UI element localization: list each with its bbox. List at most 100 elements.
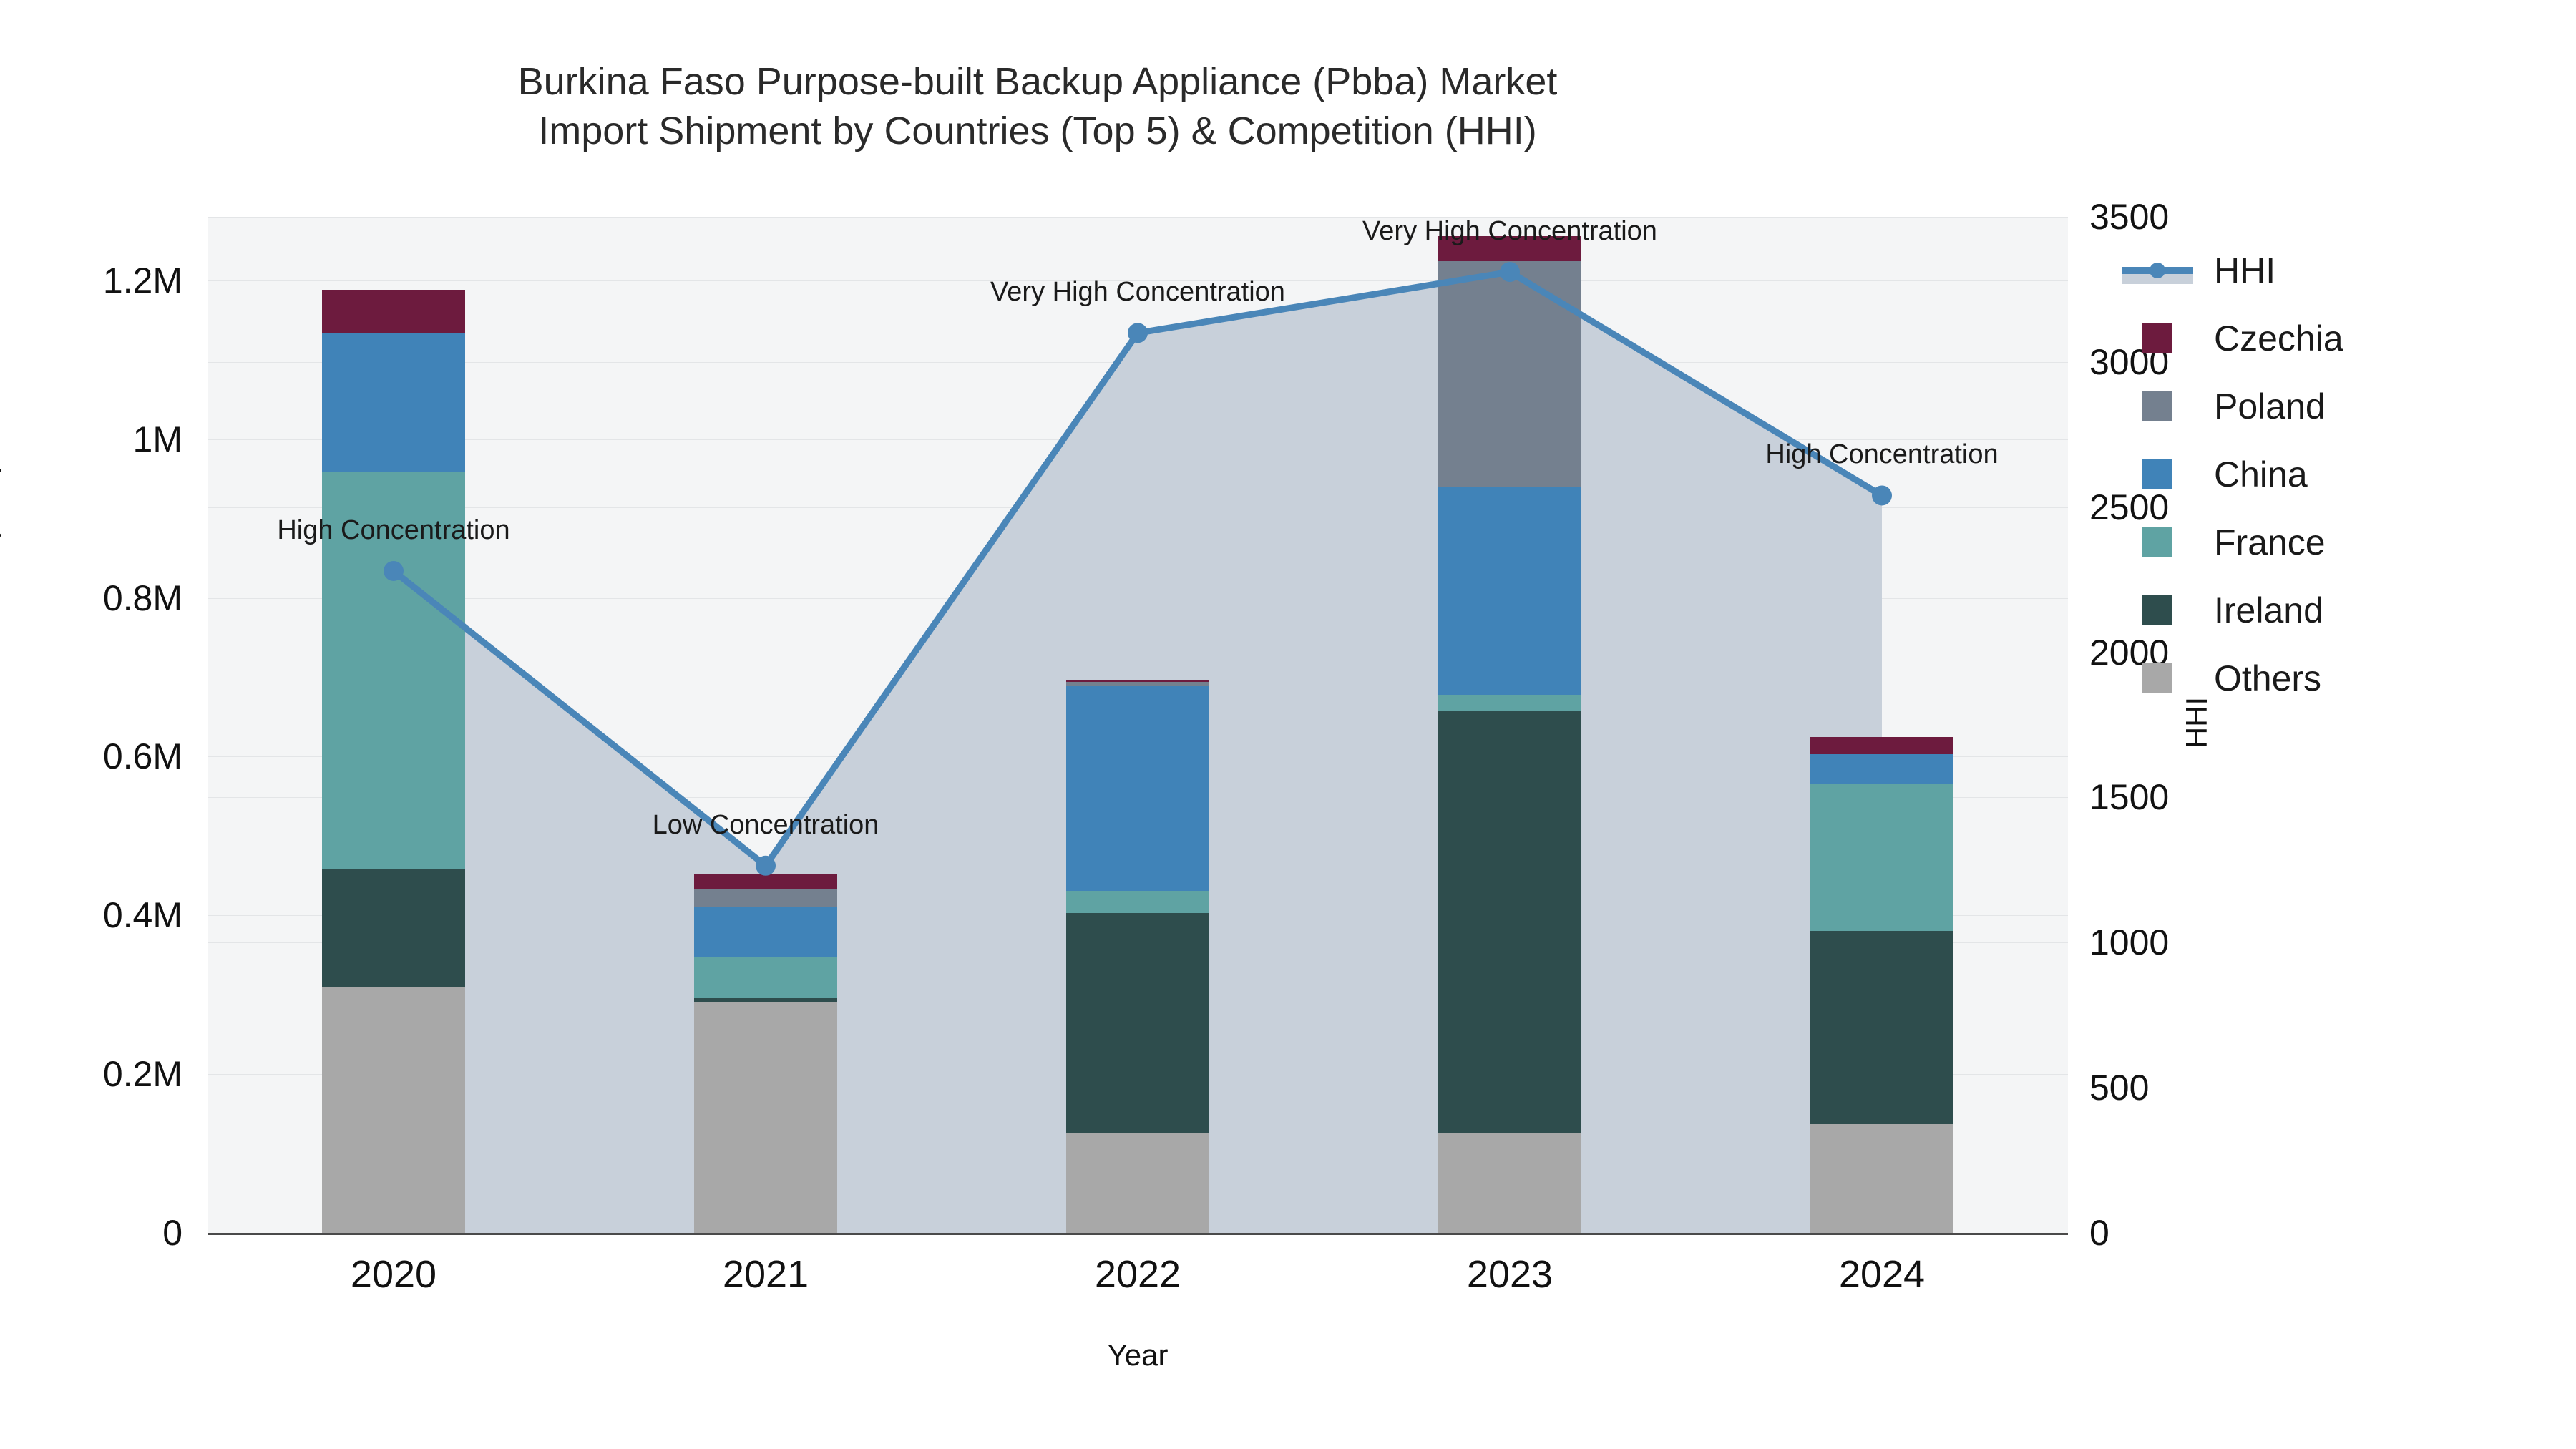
y-tick-left: 0.6M bbox=[102, 736, 182, 777]
legend-item-others[interactable]: Others bbox=[2118, 644, 2547, 712]
legend-swatch-icon bbox=[2142, 595, 2172, 625]
legend-item-france[interactable]: France bbox=[2118, 508, 2547, 576]
chart-title-line-1: Burkina Faso Purpose-built Backup Applia… bbox=[517, 60, 1558, 103]
annotation-2020: High Concentration bbox=[277, 514, 510, 545]
legend-label: HHI bbox=[2214, 250, 2276, 291]
x-tick-2023: 2023 bbox=[1466, 1253, 1553, 1296]
chart-legend: HHI Czechia Poland China France Ireland Others bbox=[2118, 236, 2547, 712]
gridline bbox=[208, 280, 2068, 281]
bar-segment-czechia[interactable] bbox=[1438, 235, 1581, 262]
bar-stack-2021[interactable] bbox=[694, 874, 837, 1233]
y-tick-left: 0 bbox=[162, 1213, 182, 1253]
bar-segment-poland[interactable] bbox=[694, 888, 837, 908]
bar-segment-france[interactable] bbox=[1066, 890, 1209, 913]
hhi-marker-2021[interactable] bbox=[756, 855, 776, 876]
y-tick-right: 500 bbox=[2089, 1068, 2150, 1108]
bar-segment-ireland[interactable] bbox=[1810, 931, 1953, 1125]
bar-segment-others[interactable] bbox=[322, 987, 465, 1233]
bar-segment-others[interactable] bbox=[694, 1002, 837, 1233]
legend-swatch-icon bbox=[2142, 459, 2172, 489]
x-tick-2022: 2022 bbox=[1094, 1253, 1181, 1296]
annotation-2021: Low Concentration bbox=[652, 809, 879, 840]
bar-segment-france[interactable] bbox=[322, 472, 465, 869]
legend-key bbox=[2118, 323, 2197, 353]
bar-segment-others[interactable] bbox=[1810, 1124, 1953, 1233]
bar-segment-others[interactable] bbox=[1066, 1133, 1209, 1233]
bar-segment-czechia[interactable] bbox=[694, 874, 837, 889]
x-tick-2020: 2020 bbox=[350, 1253, 437, 1296]
y-tick-left: 0.2M bbox=[102, 1054, 182, 1095]
gridline bbox=[208, 217, 2068, 218]
legend-swatch-icon bbox=[2142, 663, 2172, 693]
y-tick-right: 3500 bbox=[2089, 197, 2170, 237]
legend-line-icon bbox=[2122, 262, 2193, 284]
hhi-line-series bbox=[384, 262, 1892, 876]
chart-title: Burkina Faso Purpose-built Backup Applia… bbox=[0, 57, 2075, 156]
bar-segment-china[interactable] bbox=[1810, 754, 1953, 785]
legend-label: France bbox=[2214, 522, 2326, 562]
y-tick-left: 0.8M bbox=[102, 577, 182, 618]
legend-key bbox=[2118, 391, 2197, 421]
bar-segment-france[interactable] bbox=[1810, 784, 1953, 932]
bar-segment-czechia[interactable] bbox=[1810, 736, 1953, 755]
annotation-2024: High Concentration bbox=[1765, 439, 1999, 470]
hhi-marker-2020[interactable] bbox=[384, 560, 404, 581]
legend-item-czechia[interactable]: Czechia bbox=[2118, 304, 2547, 372]
legend-area-band-icon bbox=[2122, 273, 2193, 284]
legend-swatch-icon bbox=[2142, 323, 2172, 353]
x-axis-label: Year bbox=[1107, 1338, 1169, 1372]
plot-area: High Concentration Low Concentration Very … bbox=[208, 216, 2068, 1234]
bar-segment-ireland[interactable] bbox=[1438, 711, 1581, 1134]
legend-item-china[interactable]: China bbox=[2118, 440, 2547, 508]
legend-label: China bbox=[2214, 454, 2308, 494]
legend-label: Poland bbox=[2214, 386, 2326, 426]
legend-label: Czechia bbox=[2214, 318, 2343, 358]
bar-segment-france[interactable] bbox=[1438, 694, 1581, 711]
bar-segment-others[interactable] bbox=[1438, 1133, 1581, 1233]
bar-segment-china[interactable] bbox=[694, 907, 837, 957]
bar-segment-france[interactable] bbox=[694, 956, 837, 998]
legend-key bbox=[2118, 527, 2197, 557]
hhi-marker-2024[interactable] bbox=[1872, 485, 1892, 506]
x-tick-2024: 2024 bbox=[1838, 1253, 1926, 1296]
legend-key bbox=[2118, 459, 2197, 489]
bar-segment-china[interactable] bbox=[322, 333, 465, 473]
hhi-marker-2023[interactable] bbox=[1500, 262, 1520, 283]
bar-stack-2023[interactable] bbox=[1438, 235, 1581, 1233]
legend-item-poland[interactable]: Poland bbox=[2118, 372, 2547, 440]
y-tick-right: 1000 bbox=[2089, 922, 2170, 963]
legend-label: Others bbox=[2214, 658, 2322, 698]
bar-segment-china[interactable] bbox=[1438, 487, 1581, 695]
hhi-polyline bbox=[391, 268, 1884, 869]
bar-stack-2024[interactable] bbox=[1810, 736, 1953, 1233]
x-axis-line bbox=[208, 1233, 2068, 1235]
legend-label: Ireland bbox=[2214, 590, 2323, 630]
legend-key bbox=[2118, 262, 2197, 284]
y-tick-left: 1M bbox=[132, 419, 182, 459]
bar-segment-ireland[interactable] bbox=[322, 869, 465, 987]
y-tick-left: 0.4M bbox=[102, 895, 182, 936]
hhi-marker-2022[interactable] bbox=[1128, 323, 1148, 343]
y-tick-left: 1.2M bbox=[102, 260, 182, 301]
legend-swatch-icon bbox=[2142, 391, 2172, 421]
legend-key bbox=[2118, 663, 2197, 693]
bar-stack-2022[interactable] bbox=[1066, 680, 1209, 1233]
x-tick-2021: 2021 bbox=[722, 1253, 809, 1296]
bar-segment-china[interactable] bbox=[1066, 686, 1209, 891]
bar-segment-czechia[interactable] bbox=[1066, 680, 1209, 683]
bar-segment-ireland[interactable] bbox=[694, 997, 837, 1003]
y-tick-right: 0 bbox=[2089, 1213, 2109, 1253]
bar-segment-poland[interactable] bbox=[1066, 682, 1209, 686]
bar-stack-2020[interactable] bbox=[322, 290, 465, 1233]
legend-item-ireland[interactable]: Ireland bbox=[2118, 576, 2547, 644]
annotation-2022: Very High Concentration bbox=[990, 277, 1285, 308]
bar-segment-ireland[interactable] bbox=[1066, 912, 1209, 1134]
legend-swatch-icon bbox=[2142, 527, 2172, 557]
chart-title-line-2: Import Shipment by Countries (Top 5) & C… bbox=[538, 109, 1537, 153]
legend-item-hhi[interactable]: HHI bbox=[2118, 236, 2547, 304]
bar-segment-czechia[interactable] bbox=[322, 290, 465, 334]
legend-key bbox=[2118, 595, 2197, 625]
y-tick-right: 1500 bbox=[2089, 777, 2170, 818]
y-axis-left-label: TRADE VALUE (US$) bbox=[0, 462, 1, 769]
